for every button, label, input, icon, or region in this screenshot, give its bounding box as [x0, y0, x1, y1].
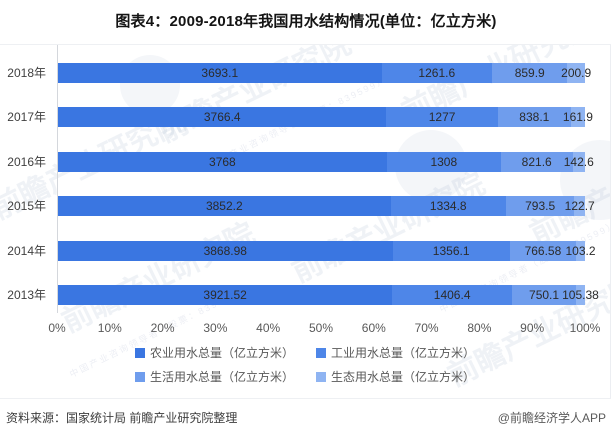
x-tick: 70%	[414, 321, 439, 335]
legend-swatch	[134, 371, 145, 382]
bar-value-label: 1334.8	[429, 199, 467, 214]
bar-segment: 750.1	[512, 285, 576, 305]
x-tick: 40%	[256, 321, 281, 335]
bar-row: 2017年 3766.4 1277 838.1 161.9	[0, 107, 610, 128]
bar-row: 2014年 3868.98 1356.1 766.58 103.2	[0, 240, 610, 261]
bar-track: 3766.4 1277 838.1 161.9	[58, 107, 593, 128]
year-label: 2014年	[7, 243, 46, 258]
bar-value-label: 3768	[209, 154, 236, 169]
bar-segment: 766.58	[509, 240, 577, 261]
legend-item: 农业用水总量（亿立方米）	[134, 344, 294, 361]
bar-value-label: 3852.2	[205, 199, 243, 214]
bar-value-label: 750.1	[529, 288, 560, 302]
bar-segment: 103.2	[566, 240, 596, 261]
x-tick: 50%	[308, 321, 334, 335]
year-label: 2013年	[7, 288, 46, 302]
bar-value-label: 766.58	[524, 243, 562, 258]
bar-value-label: 1277	[428, 110, 456, 125]
year-label: 2016年	[7, 154, 46, 169]
bar-value-label: 821.6	[521, 154, 552, 169]
watermark-text: 前瞻产业研究院	[524, 129, 611, 252]
bar-segment: 3921.52	[58, 285, 393, 305]
bar-segment: 105.38	[562, 285, 599, 305]
bar-segment: 1308	[386, 151, 501, 172]
bar-segment: 1261.6	[381, 63, 493, 83]
bar-track: 3693.1 1261.6 859.9 200.9	[58, 63, 591, 83]
y-axis-line	[57, 45, 58, 313]
bar-track: 3852.2 1334.8 793.5 122.7	[58, 196, 595, 217]
x-tick: 30%	[203, 321, 228, 335]
legend-label: 农业用水总量（亿立方米）	[149, 346, 294, 360]
bar-segment: 142.6	[564, 151, 594, 172]
bar-value-label: 200.9	[561, 66, 592, 80]
chart-panel: 前瞻产业研究院 前瞻产业研究院 前瞻产业研究院 前瞻产业研究院 前瞻产业研究院 前瞻产业研…	[0, 44, 611, 399]
bar-value-label: 838.1	[519, 110, 550, 125]
legend-label: 生活用水总量（亿立方米）	[149, 370, 294, 384]
year-label: 2017年	[7, 110, 46, 125]
bar-segment: 838.1	[497, 107, 571, 128]
bar-row: 2018年 3693.1 1261.6 859.9 200.9	[0, 63, 610, 83]
bar-segment: 793.5	[505, 196, 575, 217]
x-tick: 10%	[97, 321, 122, 335]
bar-track: 3921.52 1406.4 750.1 105.38	[58, 285, 599, 305]
bar-value-label: 142.6	[563, 154, 594, 169]
x-tick: 20%	[150, 321, 175, 335]
bar-value-label: 1356.1	[432, 243, 470, 258]
bar-value-label: 3693.1	[201, 66, 239, 80]
bar-row: 2016年 3768 1308 821.6 142.6	[0, 151, 610, 172]
watermark-text: 前瞻产业研究院	[152, 44, 357, 150]
legend-row-2: 生活用水总量（亿立方米） 生态用水总量（亿立方米）	[0, 368, 610, 385]
x-tick: 100%	[569, 321, 601, 335]
bar-value-label: 3868.98	[203, 243, 247, 258]
bar-value-label: 1308	[430, 154, 458, 169]
bar-value-label: 122.7	[564, 199, 595, 214]
chart-title: 图表4：2009-2018年我国用水结构情况(单位：亿立方米)	[115, 13, 497, 30]
x-tick: 0%	[48, 321, 66, 335]
bar-value-label: 3921.52	[203, 288, 247, 302]
bar-segment: 1406.4	[392, 285, 513, 305]
bar-segment: 3693.1	[58, 63, 382, 83]
bar-segment: 122.7	[565, 196, 595, 217]
source-note: 资料来源：国家统计局 前瞻产业研究院整理	[6, 411, 238, 425]
legend-swatch	[316, 347, 326, 358]
bar-row: 2015年 3852.2 1334.8 793.5 122.7	[0, 196, 610, 217]
bar-value-label: 103.2	[565, 243, 596, 258]
legend-row-1: 农业用水总量（亿立方米） 工业用水总量（亿立方米）	[0, 344, 610, 361]
legend-item: 生活用水总量（亿立方米）	[134, 368, 294, 385]
year-label: 2018年	[7, 66, 46, 80]
bar-value-label: 161.9	[562, 110, 593, 125]
bar-track: 3868.98 1356.1 766.58 103.2	[58, 240, 596, 261]
bar-segment: 3766.4	[58, 107, 387, 128]
bar-value-label: 1406.4	[433, 288, 471, 302]
bar-row: 2013年 3921.52 1406.4 750.1 105.38	[0, 285, 610, 305]
bar-value-label: 105.38	[562, 288, 599, 302]
year-label: 2015年	[7, 199, 46, 214]
bar-segment: 821.6	[500, 151, 573, 172]
legend-swatch	[316, 371, 326, 382]
legend-swatch	[134, 347, 145, 358]
bar-segment: 1277	[386, 107, 498, 128]
bar-segment: 200.9	[561, 63, 591, 83]
bar-segment: 3768	[58, 151, 387, 172]
bar-value-label: 1261.6	[418, 66, 456, 80]
bar-segment: 1356.1	[392, 240, 510, 261]
legend-item: 生态用水总量（亿立方米）	[316, 368, 475, 385]
legend-label: 生态用水总量（亿立方米）	[331, 370, 476, 384]
bar-value-label: 859.9	[514, 66, 545, 80]
bar-segment: 1334.8	[390, 196, 506, 217]
bar-value-label: 793.5	[525, 199, 556, 214]
bar-segment: 859.9	[492, 63, 568, 83]
credit-note: @前瞻经济学人APP	[497, 411, 606, 425]
legend-label: 工业用水总量（亿立方米）	[331, 346, 476, 360]
x-tick: 60%	[361, 321, 386, 335]
bar-track: 3768 1308 821.6 142.6	[58, 151, 594, 172]
x-tick: 90%	[520, 321, 545, 335]
x-tick: 80%	[467, 321, 492, 335]
bar-value-label: 3766.4	[203, 110, 241, 125]
bar-segment: 3868.98	[58, 240, 393, 261]
watermark-text: 前瞻产业研究院	[286, 167, 491, 290]
legend-item: 工业用水总量（亿立方米）	[316, 344, 475, 361]
bar-segment: 3852.2	[58, 196, 391, 217]
bar-segment: 161.9	[563, 107, 593, 128]
